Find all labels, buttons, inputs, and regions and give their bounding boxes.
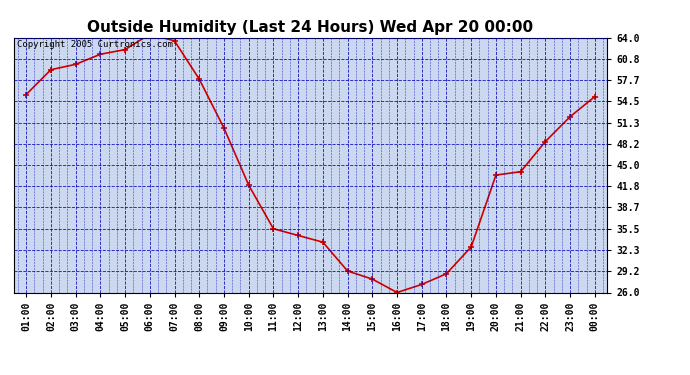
Text: Copyright 2005 Curtronics.com: Copyright 2005 Curtronics.com <box>17 40 172 49</box>
Title: Outside Humidity (Last 24 Hours) Wed Apr 20 00:00: Outside Humidity (Last 24 Hours) Wed Apr… <box>88 20 533 35</box>
